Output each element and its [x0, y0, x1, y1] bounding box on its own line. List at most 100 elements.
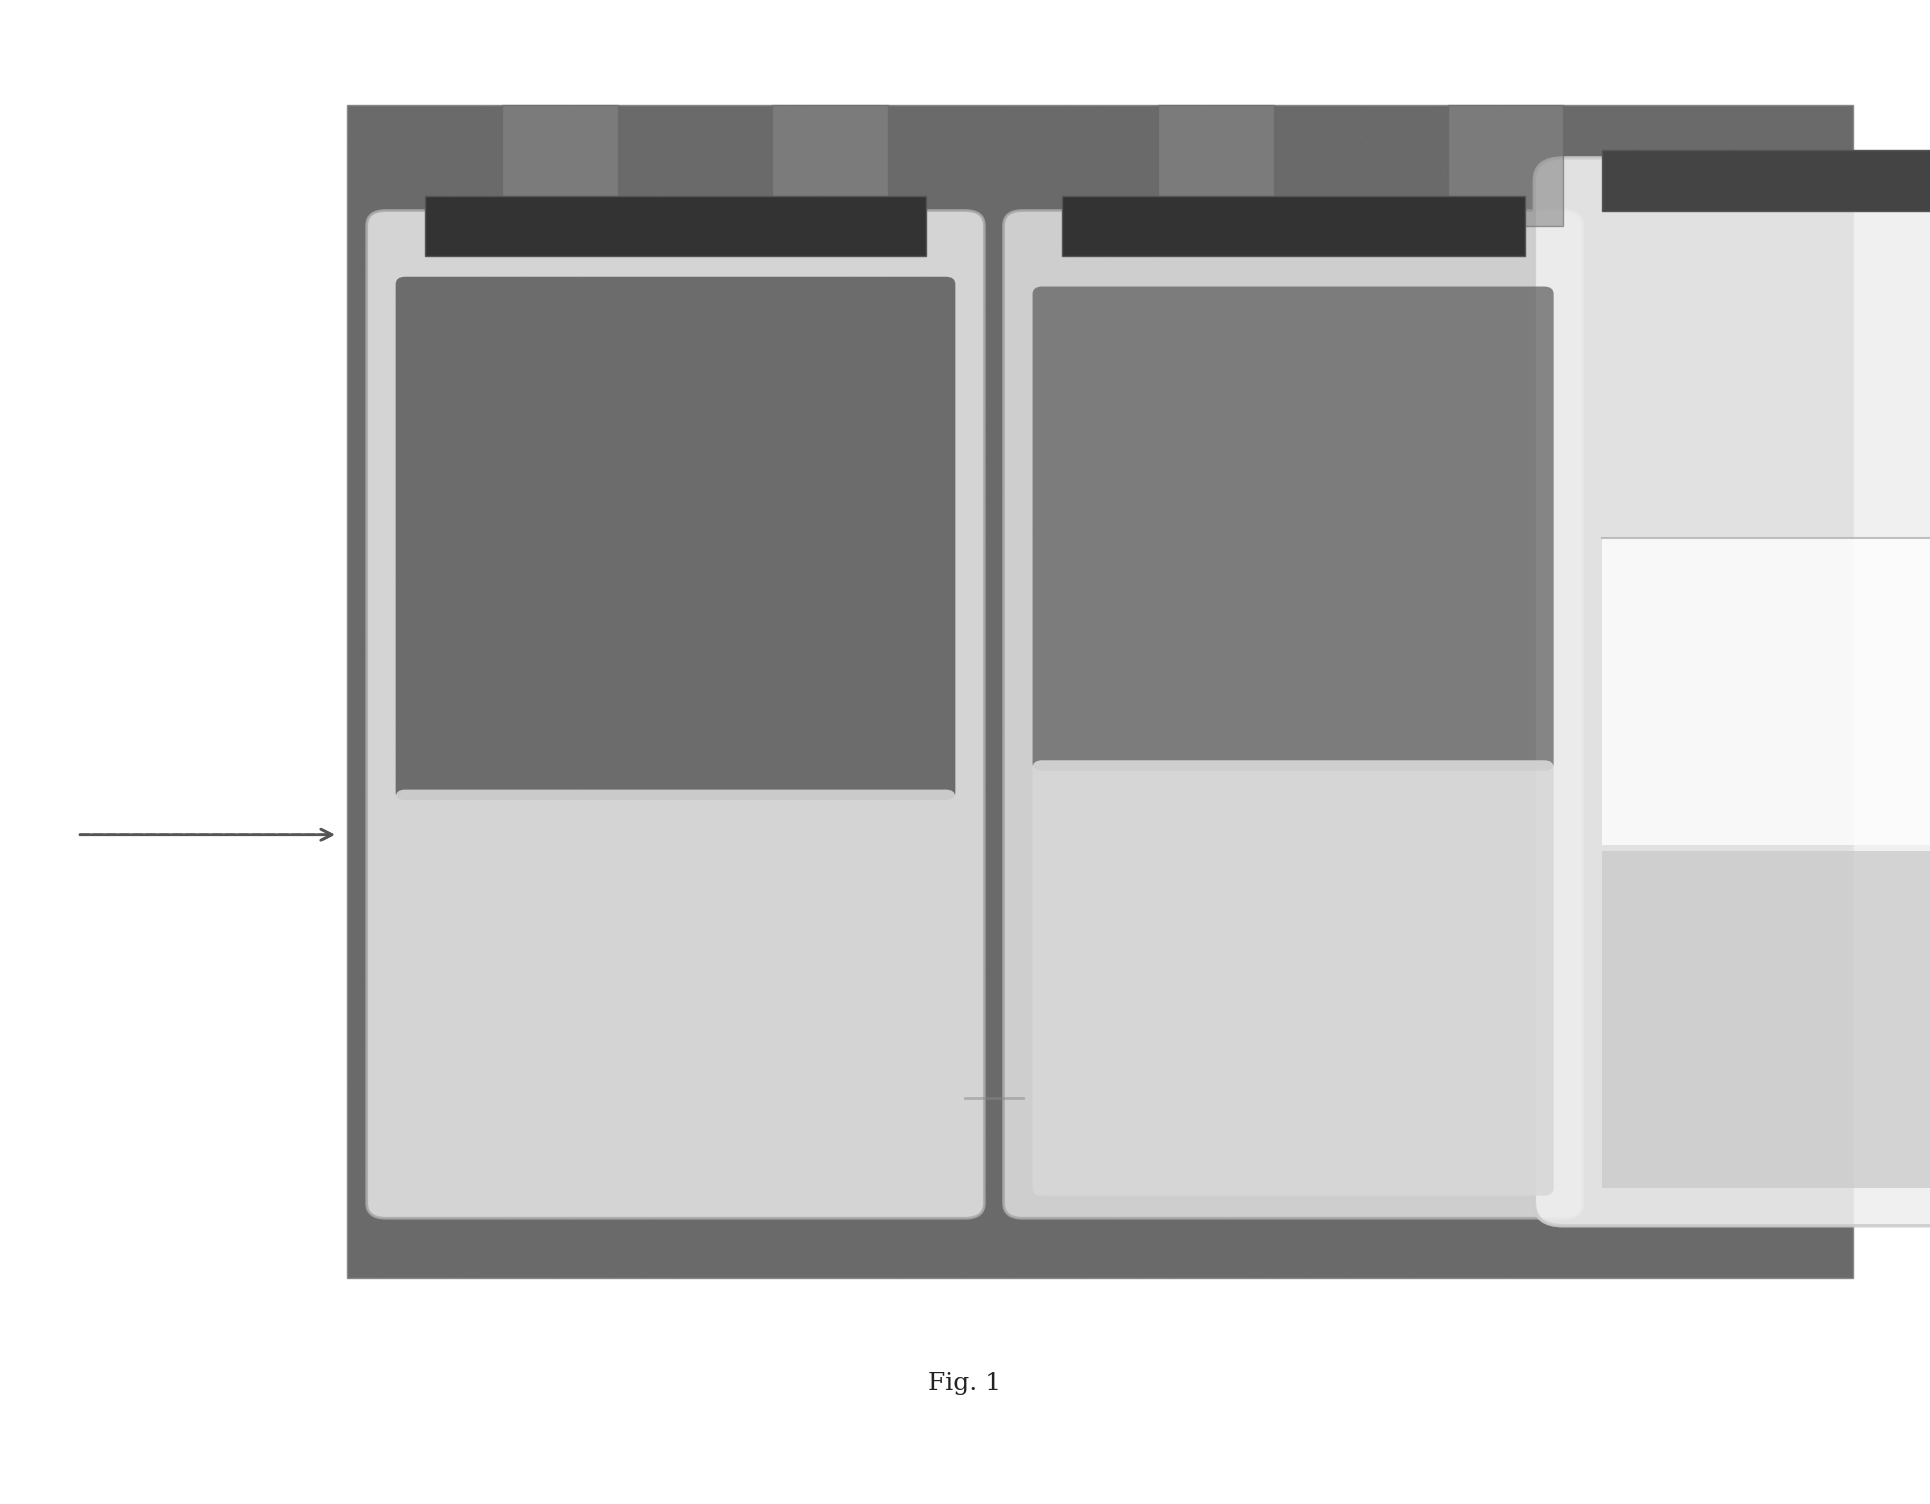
Point [1214, 741, 1245, 766]
Point [1258, 830, 1289, 854]
Point [1789, 1217, 1820, 1241]
Point [868, 606, 899, 630]
Point [365, 608, 396, 632]
Point [583, 117, 614, 141]
Point [998, 341, 1029, 365]
Point [1096, 911, 1127, 935]
Point [579, 996, 610, 1020]
Point [510, 809, 540, 833]
Point [1444, 806, 1475, 830]
Point [1749, 902, 1779, 926]
Point [1210, 784, 1241, 808]
Point [614, 602, 645, 626]
Point [1075, 1023, 1106, 1047]
Point [392, 910, 423, 934]
Point [1312, 1244, 1343, 1268]
Point [1668, 1054, 1698, 1078]
Point [1799, 293, 1830, 317]
Point [1050, 674, 1081, 698]
Point [1837, 313, 1868, 337]
Point [855, 451, 886, 475]
Point [1104, 1123, 1135, 1148]
Point [465, 1117, 496, 1142]
Point [909, 593, 940, 617]
Point [1548, 875, 1579, 899]
Point [1683, 418, 1714, 442]
Point [1681, 609, 1712, 633]
Point [799, 447, 830, 471]
Point [1336, 860, 1366, 884]
Point [907, 430, 938, 454]
Point [1741, 159, 1772, 183]
Point [1625, 355, 1656, 379]
Text: Fig. 1: Fig. 1 [928, 1372, 1002, 1396]
Point [1760, 293, 1791, 317]
Point [1500, 445, 1530, 469]
Point [1139, 862, 1170, 886]
Point [1235, 1259, 1266, 1283]
Point [1013, 344, 1044, 368]
Point [1729, 772, 1760, 796]
Point [1341, 1015, 1372, 1039]
Point [1795, 764, 1826, 788]
Point [542, 793, 573, 817]
Point [1006, 308, 1036, 332]
Point [1249, 720, 1280, 744]
Point [674, 895, 704, 919]
Point [878, 381, 909, 405]
Point [1449, 1102, 1480, 1126]
Point [1752, 438, 1783, 462]
Point [903, 350, 934, 374]
Point [1409, 881, 1440, 905]
Point [919, 617, 950, 641]
Point [490, 1021, 521, 1045]
Point [861, 242, 892, 266]
Point [544, 421, 575, 445]
Point [1600, 766, 1631, 790]
Point [1658, 466, 1689, 490]
Point [973, 1081, 1004, 1105]
Point [695, 675, 726, 699]
Point [924, 549, 955, 573]
Point [797, 435, 828, 459]
Point [428, 358, 459, 382]
Point [880, 755, 911, 779]
Point [950, 1238, 980, 1262]
Point [878, 1182, 909, 1206]
Point [784, 1133, 814, 1157]
Point [683, 113, 714, 137]
Point [1681, 544, 1712, 569]
Point [1175, 1027, 1206, 1051]
Point [1131, 677, 1162, 701]
Point [1262, 1108, 1293, 1133]
Point [639, 1256, 670, 1280]
Point [982, 642, 1013, 666]
Point [1656, 1155, 1687, 1179]
Point [766, 967, 797, 991]
Point [1270, 436, 1301, 460]
Point [676, 596, 706, 620]
Point [1002, 451, 1033, 475]
Point [413, 256, 444, 280]
Point [975, 960, 1006, 984]
Point [1465, 1119, 1496, 1143]
Point [502, 1206, 533, 1230]
Point [1523, 1208, 1554, 1232]
Point [567, 603, 598, 627]
Point [1417, 335, 1448, 359]
Point [1733, 1048, 1764, 1072]
Point [731, 110, 762, 134]
Point [1424, 731, 1455, 755]
Point [1305, 591, 1336, 615]
Point [1806, 1119, 1837, 1143]
Point [1077, 450, 1108, 474]
Point [504, 1087, 535, 1111]
Point [467, 226, 498, 250]
Point [442, 567, 473, 591]
Point [529, 955, 560, 979]
Point [648, 349, 679, 373]
FancyBboxPatch shape [367, 211, 984, 1218]
Point [1791, 140, 1822, 164]
Point [1758, 483, 1789, 507]
Point [1038, 323, 1069, 347]
